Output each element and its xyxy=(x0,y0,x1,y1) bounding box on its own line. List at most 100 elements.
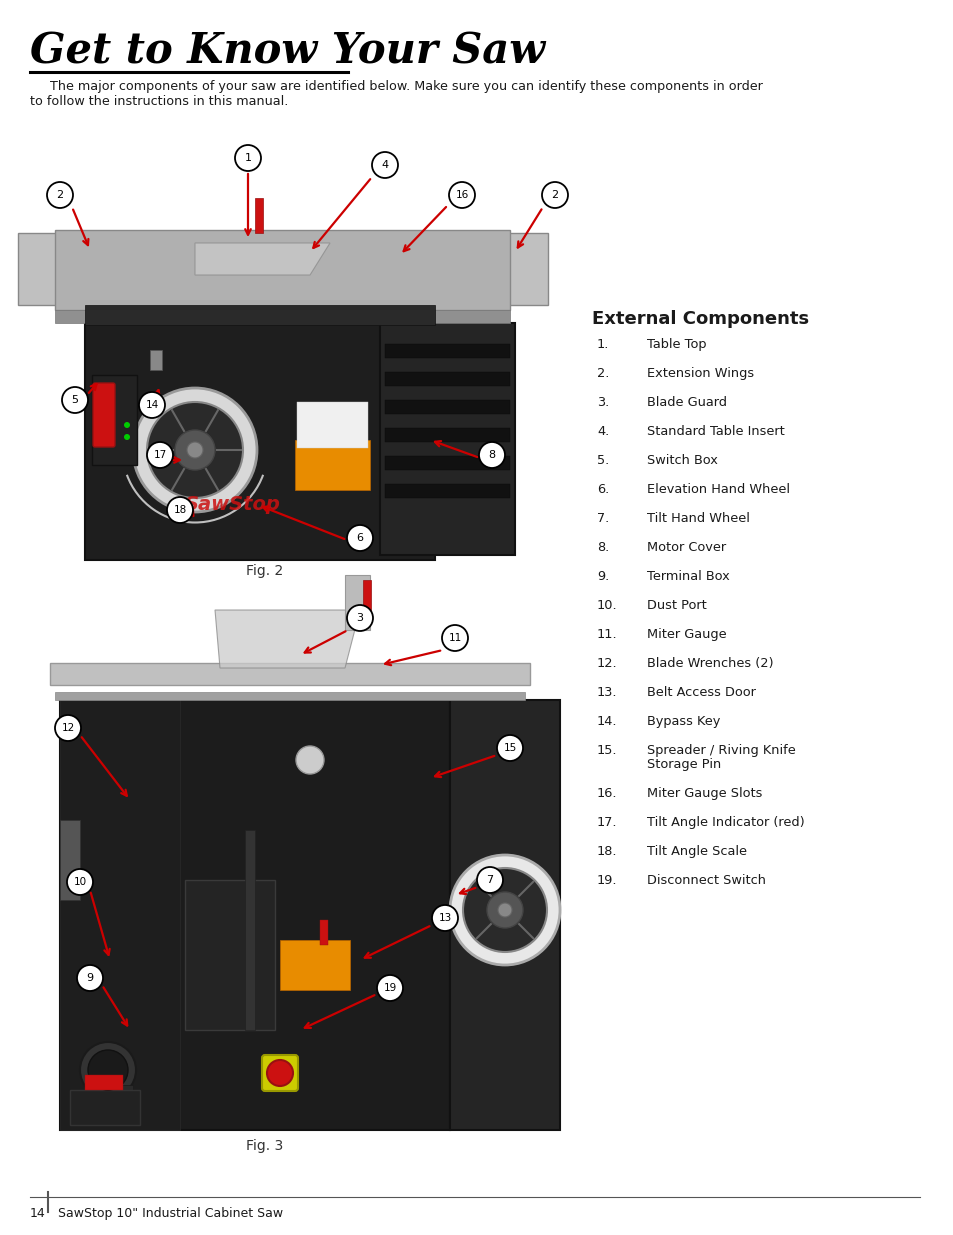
Circle shape xyxy=(476,867,502,893)
Text: Bypass Key: Bypass Key xyxy=(646,715,720,727)
Text: 3.: 3. xyxy=(597,396,609,409)
Circle shape xyxy=(347,525,373,551)
Text: 2: 2 xyxy=(56,190,64,200)
Text: Belt Access Door: Belt Access Door xyxy=(646,685,755,699)
Bar xyxy=(60,700,180,1130)
Circle shape xyxy=(174,430,214,471)
Circle shape xyxy=(541,182,567,207)
Bar xyxy=(385,429,510,442)
Text: Motor Cover: Motor Cover xyxy=(646,541,725,555)
Polygon shape xyxy=(55,310,510,324)
Circle shape xyxy=(147,403,243,498)
Text: 1.: 1. xyxy=(597,338,609,351)
Text: 4.: 4. xyxy=(597,425,609,438)
Circle shape xyxy=(376,974,402,1002)
Circle shape xyxy=(234,144,261,170)
Text: 16: 16 xyxy=(455,190,468,200)
Bar xyxy=(85,305,435,325)
Bar xyxy=(294,440,370,490)
Bar xyxy=(55,692,524,700)
Text: Fig. 2: Fig. 2 xyxy=(246,564,283,578)
Text: 11: 11 xyxy=(448,634,461,643)
Text: 15: 15 xyxy=(503,743,517,753)
Text: 17.: 17. xyxy=(597,816,617,829)
Text: 11.: 11. xyxy=(597,629,617,641)
Text: Tilt Angle Scale: Tilt Angle Scale xyxy=(646,845,746,858)
Text: 10.: 10. xyxy=(597,599,617,613)
Bar xyxy=(385,456,510,471)
Text: 18: 18 xyxy=(173,505,187,515)
Circle shape xyxy=(372,152,397,178)
Text: Tilt Hand Wheel: Tilt Hand Wheel xyxy=(646,513,749,525)
Circle shape xyxy=(497,903,512,918)
Circle shape xyxy=(47,182,73,207)
Text: 8: 8 xyxy=(488,450,495,459)
Text: 19: 19 xyxy=(383,983,396,993)
Text: Fig. 3: Fig. 3 xyxy=(246,1139,283,1153)
Text: 4: 4 xyxy=(381,161,388,170)
Text: 14.: 14. xyxy=(597,715,617,727)
Text: 9.: 9. xyxy=(597,571,609,583)
Text: The major components of your saw are identified below. Make sure you can identif: The major components of your saw are ide… xyxy=(30,80,762,93)
Text: 14: 14 xyxy=(30,1207,46,1220)
Circle shape xyxy=(124,422,130,429)
Text: SawStop 10" Industrial Cabinet Saw: SawStop 10" Industrial Cabinet Saw xyxy=(58,1207,283,1220)
Bar xyxy=(385,372,510,387)
Text: 13.: 13. xyxy=(597,685,617,699)
Circle shape xyxy=(139,391,165,417)
Circle shape xyxy=(80,1042,136,1098)
Text: Miter Gauge Slots: Miter Gauge Slots xyxy=(646,787,761,800)
Bar xyxy=(450,700,559,1130)
Text: 15.: 15. xyxy=(597,743,617,757)
Text: 7.: 7. xyxy=(597,513,609,525)
Circle shape xyxy=(77,965,103,990)
Bar xyxy=(385,345,510,358)
Circle shape xyxy=(497,735,522,761)
Bar xyxy=(85,1086,132,1115)
Circle shape xyxy=(450,855,559,965)
Text: 5: 5 xyxy=(71,395,78,405)
Bar xyxy=(379,324,515,555)
Circle shape xyxy=(132,388,256,513)
Text: Spreader / Riving Knife: Spreader / Riving Knife xyxy=(646,743,795,757)
Bar xyxy=(363,580,371,620)
Text: Switch Box: Switch Box xyxy=(646,454,717,467)
Polygon shape xyxy=(18,233,70,305)
Text: 16.: 16. xyxy=(597,787,617,800)
Text: Standard Table Insert: Standard Table Insert xyxy=(646,425,784,438)
Bar xyxy=(50,663,530,685)
Text: 5.: 5. xyxy=(597,454,609,467)
Bar xyxy=(150,350,162,370)
Circle shape xyxy=(441,625,468,651)
Text: 7: 7 xyxy=(486,876,493,885)
Circle shape xyxy=(62,387,88,412)
Text: Get to Know Your Saw: Get to Know Your Saw xyxy=(30,30,544,72)
Text: Miter Gauge: Miter Gauge xyxy=(646,629,726,641)
Text: Blade Guard: Blade Guard xyxy=(646,396,726,409)
Circle shape xyxy=(88,1050,128,1091)
Circle shape xyxy=(187,442,203,458)
Text: 1: 1 xyxy=(244,153,252,163)
Bar xyxy=(85,324,435,559)
Polygon shape xyxy=(495,233,547,305)
Bar xyxy=(319,920,328,945)
Bar xyxy=(70,1091,140,1125)
Bar xyxy=(254,198,263,233)
Text: 10: 10 xyxy=(73,877,87,887)
Text: Dust Port: Dust Port xyxy=(646,599,706,613)
Circle shape xyxy=(432,905,457,931)
Circle shape xyxy=(124,433,130,440)
Polygon shape xyxy=(55,230,510,310)
FancyBboxPatch shape xyxy=(92,383,115,447)
Bar xyxy=(280,940,350,990)
Circle shape xyxy=(147,442,172,468)
Circle shape xyxy=(167,496,193,522)
Bar xyxy=(296,403,368,448)
Bar xyxy=(345,576,370,630)
Polygon shape xyxy=(194,243,330,275)
Text: 12: 12 xyxy=(61,722,74,734)
Text: 19.: 19. xyxy=(597,874,617,887)
Circle shape xyxy=(267,1060,293,1086)
Text: Blade Wrenches (2): Blade Wrenches (2) xyxy=(646,657,773,671)
Text: Terminal Box: Terminal Box xyxy=(646,571,729,583)
